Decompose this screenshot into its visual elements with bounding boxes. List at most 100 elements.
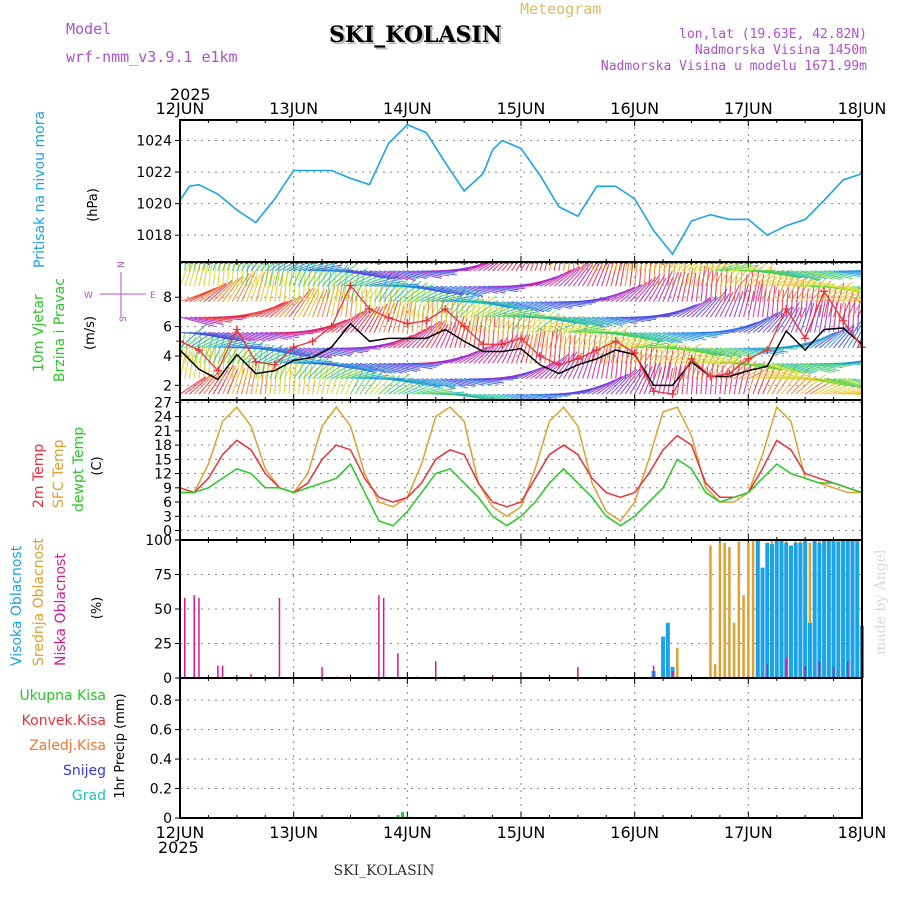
gust-marker — [270, 360, 279, 369]
wind-arrow — [629, 316, 658, 319]
wind-arrow — [430, 270, 459, 273]
cloud-low-bar — [804, 665, 806, 678]
wind-arrow — [705, 262, 715, 287]
wind-arrow — [373, 303, 388, 333]
wind-arrow — [226, 339, 245, 364]
wind-arrow — [667, 304, 696, 318]
wind-arrow — [312, 347, 343, 357]
wind-arrow — [553, 318, 586, 333]
wind-arrow — [520, 262, 527, 272]
cloud-high-bar — [760, 567, 765, 678]
wind-arrow — [847, 296, 862, 303]
cloud-high-bar — [798, 542, 803, 678]
x-tick-label-top: 12JUN — [156, 99, 205, 118]
wind-arrow — [487, 393, 509, 400]
model-name: wrf-nmm_v3.9.1 e1km — [66, 48, 238, 66]
wind-arrow — [625, 338, 651, 349]
wind-arrow — [274, 262, 281, 287]
wind-arrow — [767, 371, 796, 380]
wind-arrow — [658, 331, 688, 342]
wind-arrow — [402, 270, 430, 278]
wind-arrow — [705, 262, 728, 272]
wind-arrow — [255, 344, 283, 364]
wind-arrow — [364, 362, 397, 374]
wind-arrow — [653, 262, 656, 287]
y-tick-label: 6 — [163, 320, 172, 336]
wind-arrow — [364, 270, 393, 280]
wind-arrow — [331, 262, 359, 287]
x-tick-label-bottom: 13JUN — [269, 823, 318, 842]
wind-arrow — [226, 262, 232, 272]
wind-arrow — [733, 321, 759, 333]
wind-arrow — [824, 362, 852, 366]
wind-arrow — [515, 310, 534, 333]
wind-unit: (m/s) — [83, 316, 98, 350]
wind-arrow — [563, 262, 566, 271]
wind-arrow — [615, 316, 645, 323]
wind-arrow — [303, 262, 338, 272]
wind-arrow — [709, 293, 727, 318]
elevation: Nadmorska Visina 1450m — [695, 43, 867, 58]
wind-arrow — [577, 263, 594, 287]
wind-arrow — [487, 301, 523, 311]
wind-arrow — [600, 262, 611, 287]
cloud-mid-bar — [723, 542, 726, 678]
wind-arrow — [619, 338, 630, 364]
wind-arrow — [492, 317, 496, 348]
wind-arrow — [601, 373, 628, 395]
wind-arrow — [600, 346, 608, 379]
gust-marker — [479, 340, 488, 349]
y-tick-label: 8 — [163, 290, 172, 306]
cloud-mid-bar — [747, 542, 750, 678]
wind-arrow — [653, 367, 663, 395]
wind-arrow — [468, 314, 476, 348]
wind-arrow — [752, 311, 779, 333]
wind-arrow — [771, 369, 788, 395]
wind-arrow — [250, 274, 261, 302]
wind-arrow — [260, 331, 293, 340]
x-tick-label-top: 14JUN — [383, 99, 432, 118]
gust-marker — [403, 319, 412, 328]
wind-arrow — [278, 367, 282, 395]
gust-marker — [308, 337, 317, 346]
wind-arrow — [411, 321, 438, 349]
wind-arrow — [728, 272, 733, 302]
wind-arrow — [838, 285, 862, 293]
wind-arrow — [269, 262, 283, 272]
wind-arrow — [269, 262, 276, 287]
compass-w: W — [84, 291, 93, 301]
x-tick-label-bottom: 17JUN — [724, 823, 773, 842]
wind-arrow — [293, 262, 319, 272]
wind-arrow — [572, 354, 585, 379]
wind-arrow — [426, 378, 456, 389]
wind-arrow — [217, 331, 244, 341]
wind-arrow — [264, 300, 289, 318]
wind-arrow — [814, 362, 843, 369]
wind-arrow — [672, 271, 682, 302]
wind-arrow — [483, 285, 518, 293]
wind-arrow — [222, 274, 244, 302]
x-tick-label-top: 18JUN — [838, 99, 887, 118]
wind-arrow — [331, 347, 364, 354]
wind-arrow — [761, 288, 767, 318]
wind-arrow — [695, 364, 699, 395]
wind-arrow — [786, 278, 817, 287]
wind-arrow — [856, 300, 861, 333]
wind-arrow — [477, 300, 488, 333]
wind-arrow — [563, 323, 594, 333]
wind-arrow — [492, 302, 506, 333]
cloud-high-bar — [765, 542, 770, 678]
wind-arrow — [411, 301, 417, 333]
wind-arrow — [823, 270, 853, 278]
wind-arrow — [677, 302, 701, 318]
wind-arrow — [203, 283, 227, 303]
wind-arrow — [316, 289, 328, 318]
wind-arrow — [492, 262, 504, 272]
wind-arrow — [582, 330, 611, 334]
wind-arrow — [511, 393, 536, 400]
cloud-high-bar — [665, 622, 670, 678]
wind-arrow — [535, 301, 562, 309]
y-tick-label: 24 — [154, 410, 172, 426]
wind-arrow — [331, 362, 358, 370]
